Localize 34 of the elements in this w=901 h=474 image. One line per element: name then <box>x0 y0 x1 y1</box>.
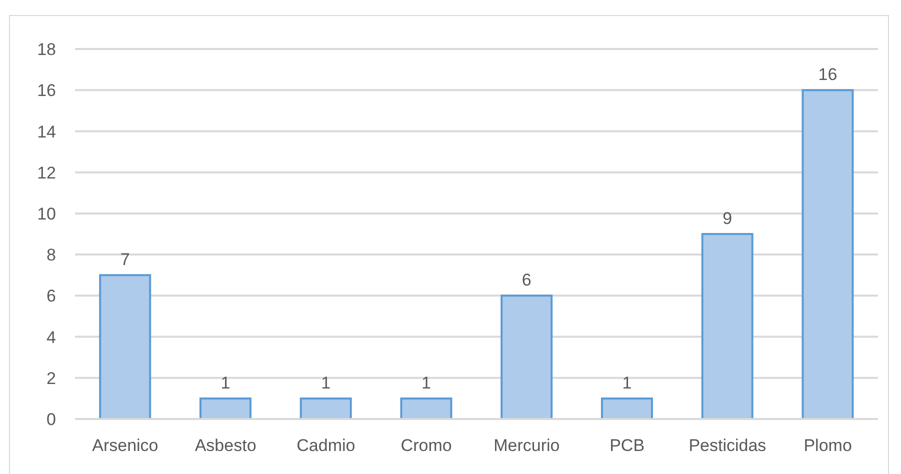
bar <box>199 397 252 419</box>
data-label: 1 <box>421 373 431 392</box>
data-label: 16 <box>818 65 838 84</box>
y-tick-label: 6 <box>46 286 56 306</box>
data-label: 7 <box>120 250 130 270</box>
x-tick-label: Cadmio <box>296 436 356 456</box>
y-tick-label: 2 <box>46 368 56 388</box>
data-label: 1 <box>321 373 331 392</box>
x-tick-label: Mercurio <box>494 436 560 456</box>
bar <box>701 233 754 419</box>
x-tick-label: Pesticidas <box>688 436 766 456</box>
data-label: 1 <box>622 373 632 392</box>
x-tick-label: Cromo <box>400 436 452 456</box>
y-tick-label: 10 <box>37 204 56 224</box>
y-tick-label: 0 <box>46 410 56 430</box>
y-tick-label: 12 <box>37 163 56 182</box>
bar <box>99 274 152 419</box>
bar <box>500 294 553 419</box>
y-tick-label: 8 <box>46 246 56 265</box>
bar <box>400 397 452 419</box>
y-tick-label: 16 <box>37 81 56 100</box>
y-tick-label: 14 <box>37 122 56 142</box>
y-tick-label: 18 <box>37 40 56 60</box>
x-tick-label: PCB <box>610 436 645 456</box>
data-label: 1 <box>220 373 230 392</box>
x-tick-label: Asbesto <box>194 436 256 456</box>
data-label: 6 <box>522 270 532 290</box>
y-tick-label: 4 <box>46 328 56 347</box>
bar <box>802 89 854 419</box>
bar <box>600 397 653 419</box>
x-tick-label: Plomo <box>804 436 852 456</box>
x-tick-label: Arsenico <box>92 436 158 456</box>
bar <box>300 397 352 419</box>
data-label: 9 <box>722 209 732 228</box>
